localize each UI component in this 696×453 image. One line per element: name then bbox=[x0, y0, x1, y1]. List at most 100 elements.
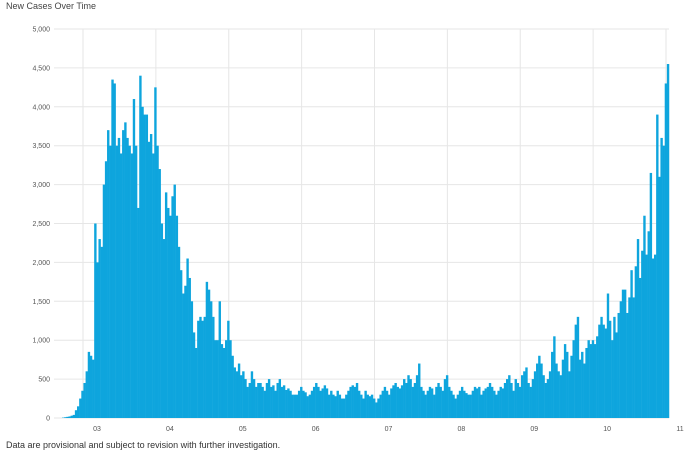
bar bbox=[512, 390, 515, 418]
bar bbox=[623, 289, 627, 418]
bar bbox=[325, 388, 329, 418]
bar bbox=[225, 340, 228, 418]
bar bbox=[651, 258, 655, 418]
bar bbox=[300, 386, 303, 418]
bar bbox=[613, 316, 616, 418]
bar bbox=[583, 363, 586, 418]
bar bbox=[357, 390, 361, 418]
bar bbox=[587, 340, 590, 418]
bar bbox=[660, 137, 663, 419]
bar bbox=[604, 328, 608, 418]
bar bbox=[533, 371, 537, 418]
bar bbox=[291, 394, 294, 418]
bar bbox=[572, 340, 575, 418]
bar bbox=[272, 385, 275, 418]
bar bbox=[285, 389, 288, 418]
bar bbox=[205, 281, 209, 418]
bar bbox=[585, 347, 588, 418]
bar bbox=[336, 390, 339, 418]
bar bbox=[141, 106, 144, 419]
bar bbox=[293, 394, 297, 418]
bar bbox=[100, 246, 103, 418]
bar bbox=[237, 363, 241, 418]
bar bbox=[233, 367, 236, 418]
bar bbox=[611, 340, 614, 418]
bar bbox=[656, 114, 659, 418]
x-tick-label: 08 bbox=[457, 426, 465, 433]
bar bbox=[87, 351, 91, 418]
bar bbox=[383, 386, 387, 418]
bar bbox=[149, 134, 153, 418]
bar bbox=[521, 375, 524, 418]
bar bbox=[175, 215, 179, 418]
bar bbox=[179, 270, 183, 418]
bar bbox=[152, 153, 155, 419]
x-axis-ticks: 03 04 05 06 07 08 09 10 11 bbox=[93, 426, 684, 433]
bar bbox=[218, 301, 221, 418]
bar bbox=[190, 301, 194, 418]
bar bbox=[638, 277, 642, 418]
bar bbox=[263, 390, 267, 418]
bar bbox=[503, 382, 507, 418]
bar bbox=[403, 379, 406, 418]
bar bbox=[375, 402, 378, 418]
bar bbox=[128, 145, 131, 418]
bar bbox=[484, 388, 487, 418]
bar bbox=[437, 382, 440, 418]
bar bbox=[435, 386, 438, 418]
x-tick-label: 11 bbox=[676, 426, 683, 433]
bar bbox=[561, 359, 565, 418]
bar bbox=[330, 390, 333, 418]
bar bbox=[280, 386, 284, 418]
bar bbox=[415, 375, 419, 418]
bar bbox=[439, 386, 442, 418]
bar bbox=[527, 382, 530, 418]
bar bbox=[452, 394, 455, 418]
bar bbox=[304, 392, 307, 418]
bar bbox=[265, 382, 269, 418]
bar bbox=[107, 130, 110, 418]
bar bbox=[666, 64, 670, 418]
bar bbox=[557, 371, 560, 418]
bar bbox=[596, 336, 599, 418]
bar bbox=[64, 417, 67, 418]
bar bbox=[536, 363, 539, 418]
bar bbox=[306, 396, 309, 418]
bar bbox=[626, 312, 629, 418]
y-tick-label: 500 bbox=[38, 377, 50, 384]
bar bbox=[220, 344, 224, 418]
bar bbox=[368, 396, 372, 418]
bar bbox=[109, 145, 112, 418]
bar bbox=[658, 176, 661, 418]
bar bbox=[248, 382, 251, 418]
bar bbox=[143, 114, 146, 418]
bar bbox=[647, 231, 650, 418]
bar bbox=[310, 390, 314, 418]
bar bbox=[653, 254, 657, 418]
bar bbox=[267, 379, 271, 418]
bar bbox=[529, 386, 532, 418]
bar bbox=[167, 207, 170, 418]
bar bbox=[602, 324, 605, 418]
bar bbox=[578, 359, 582, 418]
bar bbox=[345, 394, 348, 418]
bar bbox=[632, 297, 635, 418]
bar bbox=[553, 336, 556, 418]
bar bbox=[197, 320, 200, 418]
bar bbox=[636, 239, 640, 418]
bar bbox=[212, 316, 215, 418]
bar bbox=[156, 145, 159, 418]
bar bbox=[448, 386, 451, 418]
bar bbox=[523, 371, 526, 418]
bar bbox=[282, 385, 286, 418]
bar bbox=[255, 386, 258, 418]
bar bbox=[102, 184, 106, 418]
bar bbox=[381, 390, 384, 418]
bar bbox=[115, 145, 119, 418]
x-tick-label: 06 bbox=[312, 426, 320, 433]
y-tick-label: 3,500 bbox=[32, 143, 50, 150]
bar bbox=[319, 390, 322, 418]
bar bbox=[394, 382, 397, 418]
bar bbox=[240, 375, 243, 418]
